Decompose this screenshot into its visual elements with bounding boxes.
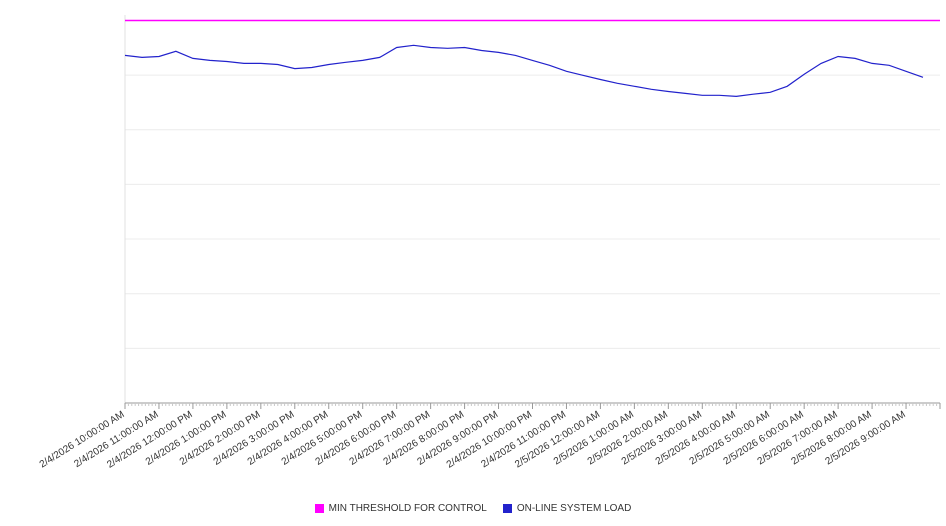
legend-label-min-threshold: MIN THRESHOLD FOR CONTROL <box>328 503 487 514</box>
legend-item-min-threshold[interactable]: MIN THRESHOLD FOR CONTROL <box>314 503 487 514</box>
legend-swatch-system-load-icon <box>502 504 512 513</box>
legend-swatch-min-threshold-icon <box>314 504 324 513</box>
chart-svg: 2/4/2026 10:00:00 AM2/4/2026 11:00:00 AM… <box>38 15 941 471</box>
legend-label-system-load: ON-LINE SYSTEM LOAD <box>516 503 632 514</box>
chart-legend: MIN THRESHOLD FOR CONTROL ON-LINE SYSTEM… <box>0 503 946 514</box>
legend-item-system-load[interactable]: ON-LINE SYSTEM LOAD <box>502 503 632 514</box>
